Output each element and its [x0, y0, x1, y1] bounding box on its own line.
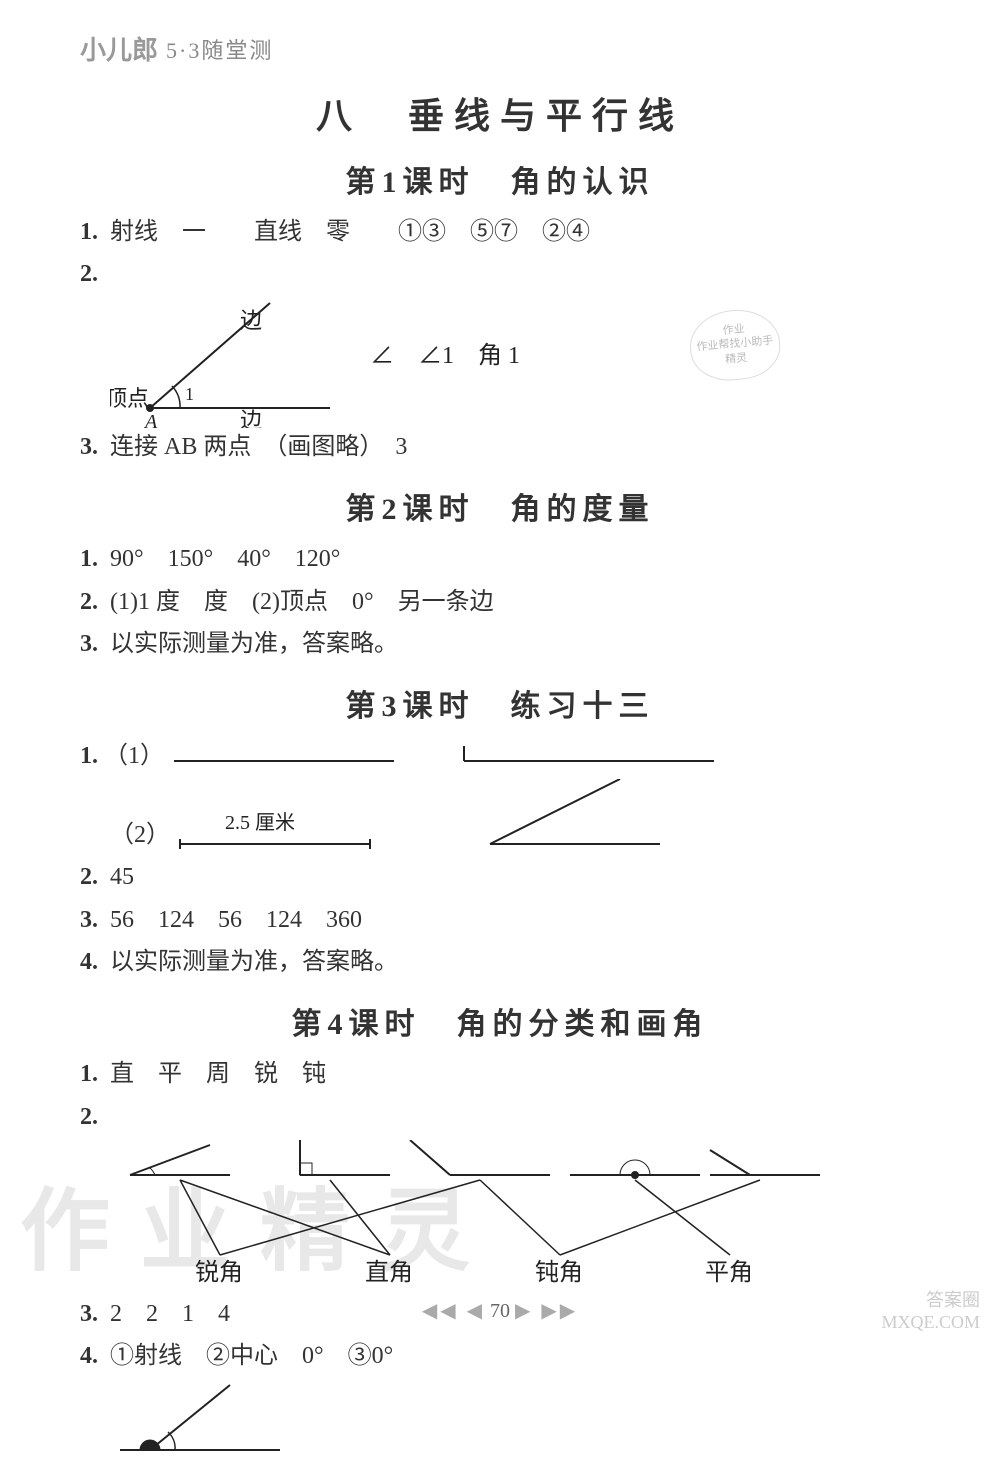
lesson-2-item-1: 1. 90° 150° 40° 120° [80, 540, 920, 578]
final-angle-diagram [100, 1380, 300, 1460]
svg-text:边: 边 [240, 408, 262, 428]
svg-text:直角: 直角 [365, 1259, 413, 1286]
lesson-4-item-4: 4. ①射线 ②中心 0° ③0° [80, 1337, 920, 1375]
angle-diagram-1: 1 边 边 顶点 A ∠ ∠1 角 1 [110, 298, 920, 428]
brand-logo: 小儿郎 [80, 30, 158, 67]
lesson-1-item-3: 3. 连接 AB 两点 （画图略） 3 [80, 428, 920, 466]
svg-text:钝角: 钝角 [535, 1259, 583, 1286]
lesson-3-item-1: 1. （1） [80, 737, 920, 775]
line-diagram-1 [164, 741, 764, 776]
svg-text:2.5 厘米: 2.5 厘米 [225, 811, 295, 834]
svg-text:顶点: 顶点 [110, 386, 149, 411]
svg-text:平角: 平角 [705, 1259, 753, 1286]
lesson-1-item-2: 2. [80, 255, 920, 293]
lesson-4-item-1: 1. 直 平 周 锐 钝 [80, 1055, 920, 1093]
lesson-1-item-1: 1. 射线 一 直线 零 ①③ ⑤⑦ ②④ [80, 213, 920, 251]
lesson-3-item-2: 2. 45 [80, 858, 920, 896]
svg-text:A: A [143, 411, 158, 428]
lesson-2-item-2: 2. (1)1 度 度 (2)顶点 0° 另一条边 [80, 583, 920, 621]
lesson-3-item-1b: （2） 2.5 厘米 [80, 816, 920, 854]
lesson-4-title: 第4课时 角的分类和画角 [80, 999, 920, 1043]
lesson-2-title: 第2课时 角的度量 [80, 484, 920, 528]
lesson-1-title: 第1课时 角的认识 [80, 157, 920, 201]
svg-text:锐角: 锐角 [195, 1259, 243, 1286]
lesson-3-item-3: 3. 56 124 56 124 360 [80, 901, 920, 939]
lesson-3-title: 第3课时 练习十三 [80, 681, 920, 725]
angle-matching-diagram: 锐角 直角 钝角 平角 [100, 1140, 820, 1290]
page-header: 小儿郎 5·3随堂测 [80, 30, 920, 67]
lesson-3-item-4: 4. 以实际测量为准，答案略。 [80, 943, 920, 981]
lesson-4-item-2: 2. [80, 1098, 920, 1136]
line-diagram-2: 2.5 厘米 [170, 779, 750, 854]
header-subtitle: 5·3随堂测 [166, 33, 273, 65]
lesson-2-item-3: 3. 以实际测量为准，答案略。 [80, 625, 920, 663]
lesson-4-item-3: 3. 2 2 1 4 [80, 1295, 920, 1333]
chapter-title: 八 垂线与平行线 [80, 87, 920, 139]
svg-text:1: 1 [185, 384, 194, 404]
svg-text:∠ ∠1 角 1: ∠ ∠1 角 1 [370, 342, 520, 369]
svg-text:边: 边 [240, 308, 262, 333]
